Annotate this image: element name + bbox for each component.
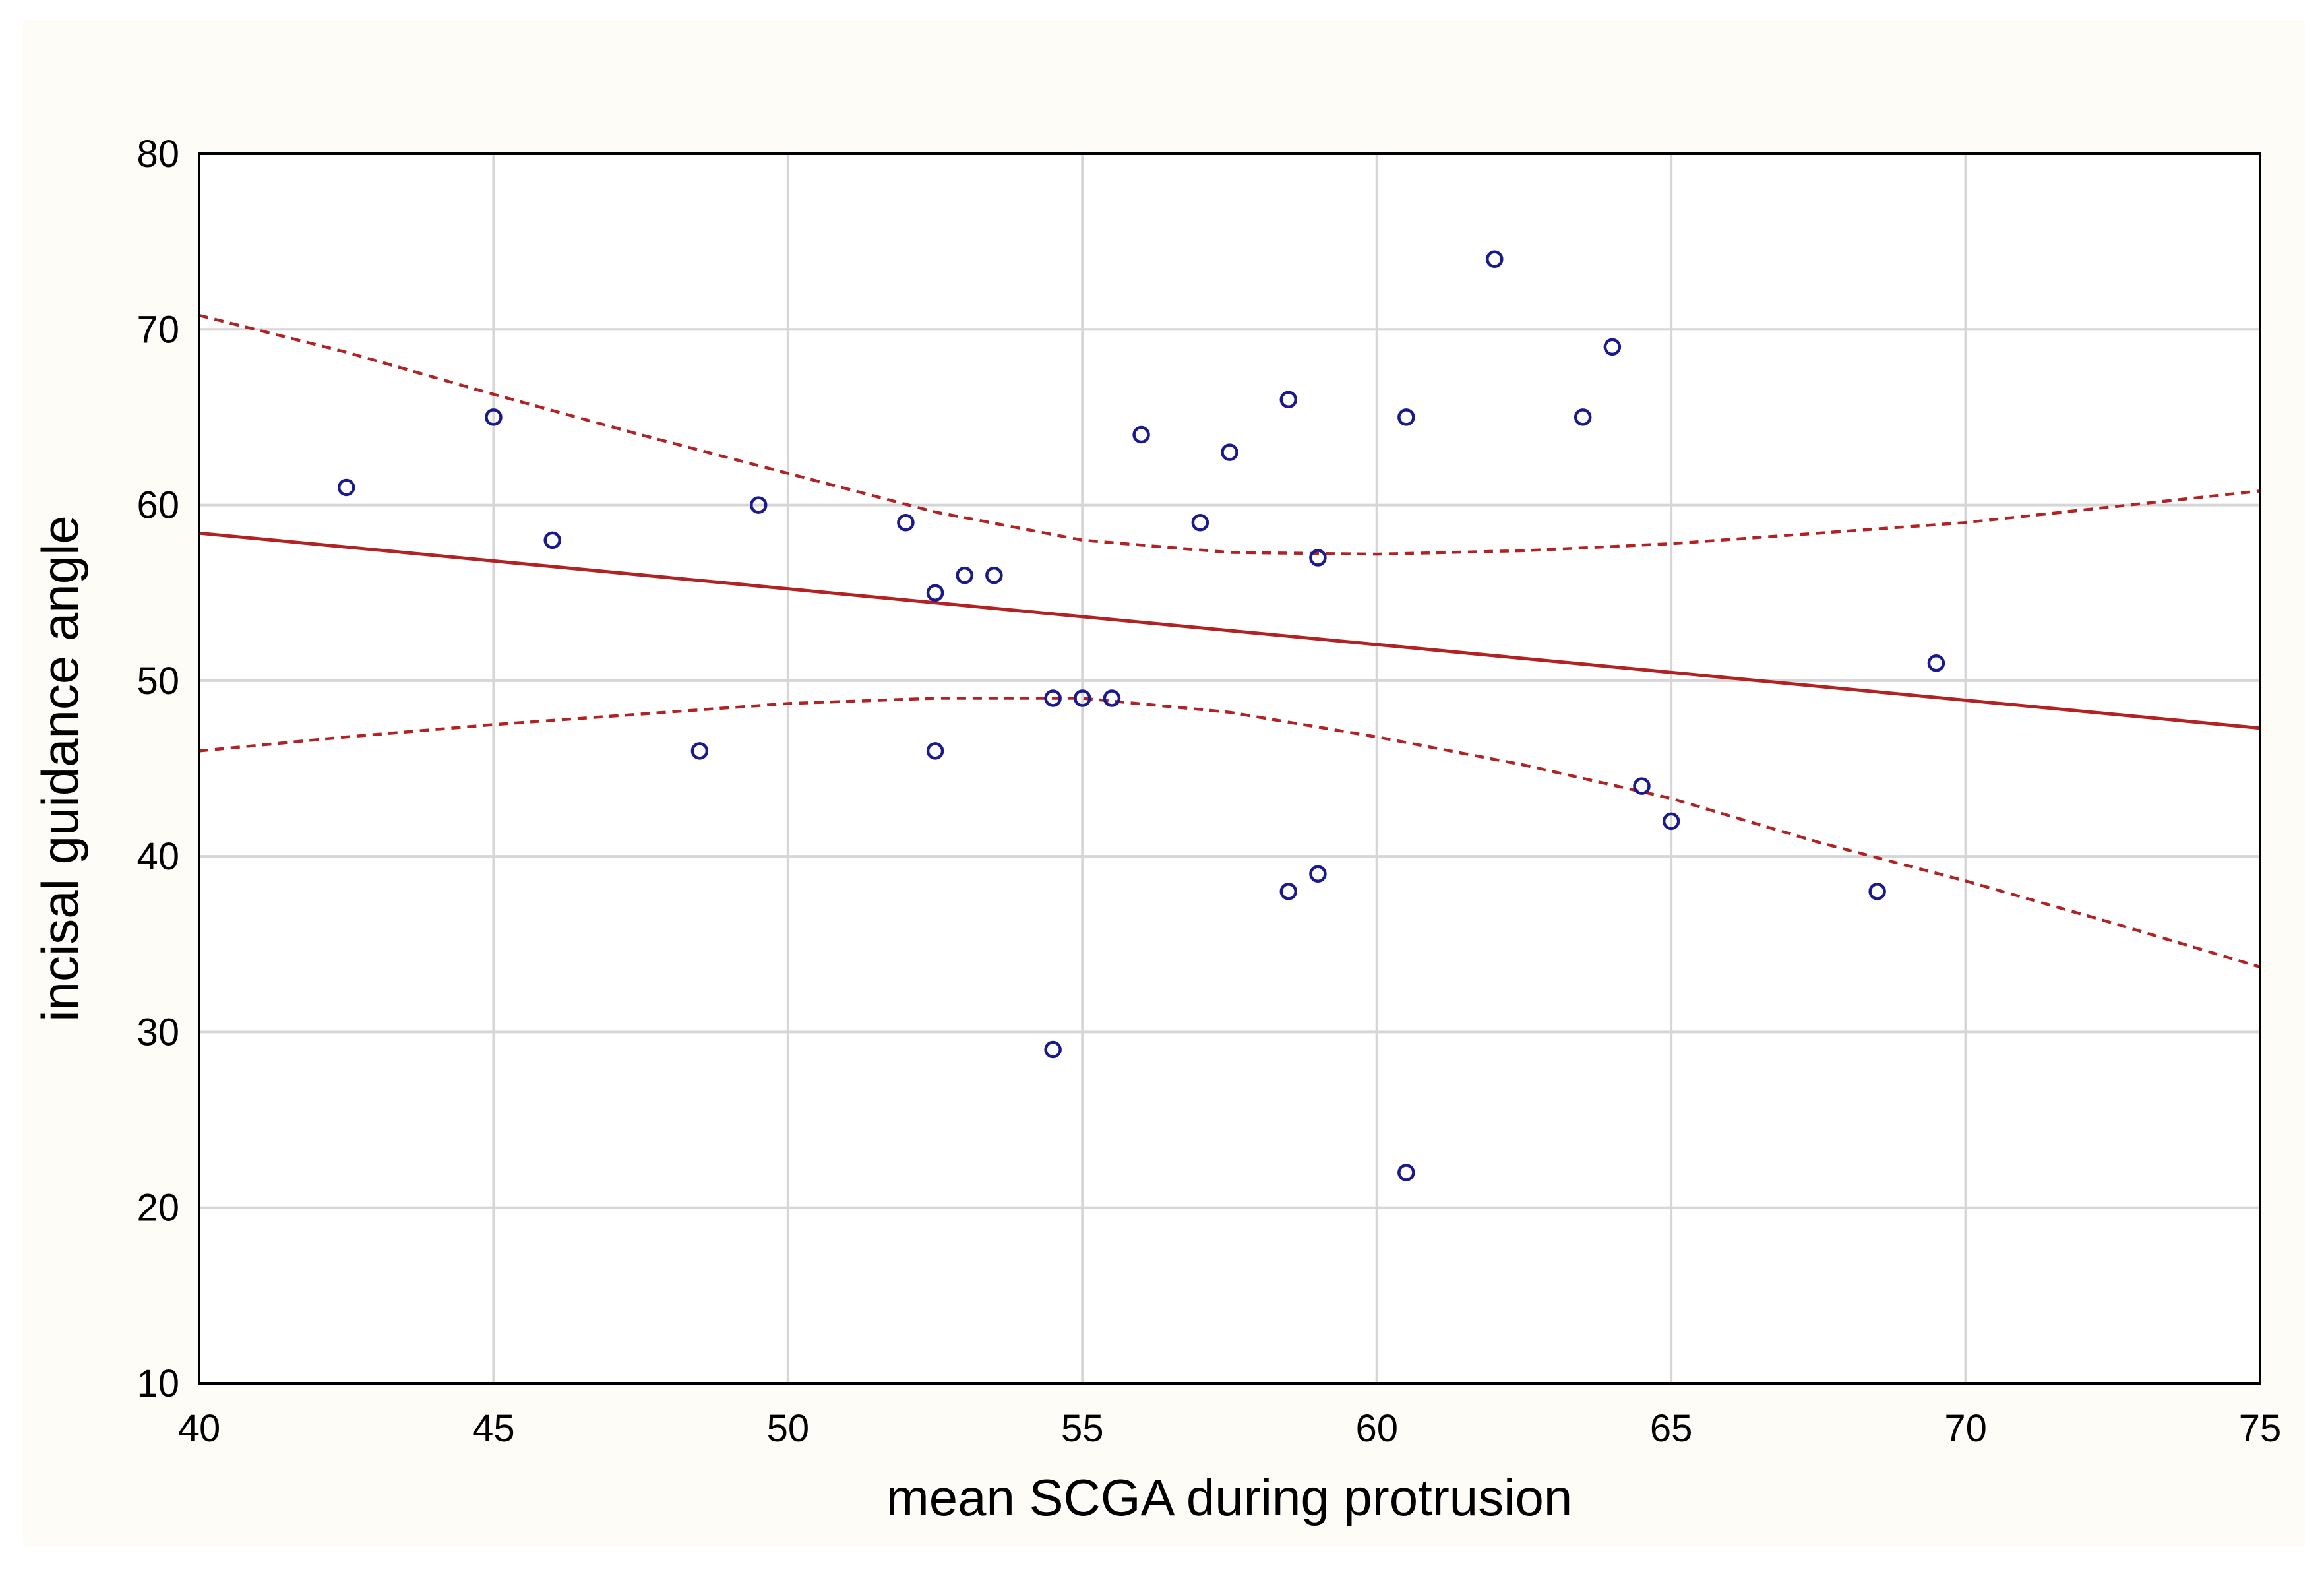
y-axis-title: incisal guidance angle bbox=[31, 515, 89, 1022]
x-tick-label: 65 bbox=[1650, 1407, 1693, 1450]
data-point bbox=[1633, 777, 1651, 795]
data-point bbox=[1868, 883, 1886, 900]
data-point bbox=[1279, 391, 1298, 409]
data-point bbox=[1397, 1164, 1415, 1181]
plot-frame bbox=[198, 152, 2261, 1385]
data-point bbox=[1132, 425, 1150, 444]
data-point bbox=[985, 566, 1003, 584]
data-point bbox=[897, 513, 915, 532]
data-point bbox=[690, 742, 709, 760]
y-tick-label: 40 bbox=[137, 835, 179, 878]
y-tick-label: 60 bbox=[137, 484, 179, 527]
data-point bbox=[1486, 250, 1504, 268]
data-point bbox=[956, 566, 973, 584]
x-tick-label: 75 bbox=[2239, 1407, 2282, 1450]
data-point bbox=[1603, 338, 1622, 356]
data-point bbox=[1191, 513, 1209, 532]
x-tick-label: 55 bbox=[1061, 1407, 1104, 1450]
y-tick-label: 20 bbox=[137, 1187, 179, 1230]
data-points bbox=[337, 250, 1945, 1181]
data-point bbox=[485, 408, 503, 426]
x-tick-label: 40 bbox=[178, 1407, 221, 1450]
data-point bbox=[1103, 689, 1121, 707]
fit-line bbox=[199, 531, 2261, 730]
x-tick-label: 60 bbox=[1355, 1407, 1398, 1450]
data-point bbox=[749, 496, 768, 514]
y-tick-label: 80 bbox=[137, 133, 179, 175]
data-point bbox=[1574, 408, 1592, 426]
x-axis-title: mean SCGA during protrusion bbox=[886, 1468, 1573, 1526]
y-tick-label: 30 bbox=[137, 1011, 179, 1053]
regression-line bbox=[199, 531, 2261, 730]
data-point bbox=[543, 531, 561, 550]
data-point bbox=[1309, 865, 1327, 883]
confidence-band-upper bbox=[199, 313, 2261, 556]
y-tick-label: 10 bbox=[137, 1362, 179, 1405]
data-point bbox=[1397, 408, 1415, 426]
data-point bbox=[926, 584, 944, 602]
confidence-band-lower bbox=[199, 697, 2261, 969]
confidence-band bbox=[199, 313, 2261, 969]
x-tick-label: 70 bbox=[1944, 1407, 1987, 1450]
data-point bbox=[1279, 883, 1298, 900]
y-tick-label: 50 bbox=[137, 660, 179, 703]
data-point bbox=[926, 742, 944, 760]
data-point bbox=[1662, 812, 1680, 831]
data-point bbox=[1927, 654, 1945, 672]
data-point bbox=[337, 478, 355, 497]
data-point bbox=[1044, 1040, 1062, 1059]
data-point bbox=[1309, 549, 1327, 567]
plot-area bbox=[199, 154, 2260, 1383]
y-tick-label: 70 bbox=[137, 308, 179, 351]
tick-labels: 40 45 50 55 60 65 70 75 10 20 30 40 50 60 70 80 bbox=[137, 133, 2281, 1450]
data-point bbox=[1074, 689, 1091, 707]
x-tick-label: 50 bbox=[767, 1407, 810, 1450]
data-point bbox=[1044, 689, 1062, 707]
x-tick-label: 45 bbox=[472, 1407, 515, 1450]
data-point bbox=[1221, 443, 1238, 461]
